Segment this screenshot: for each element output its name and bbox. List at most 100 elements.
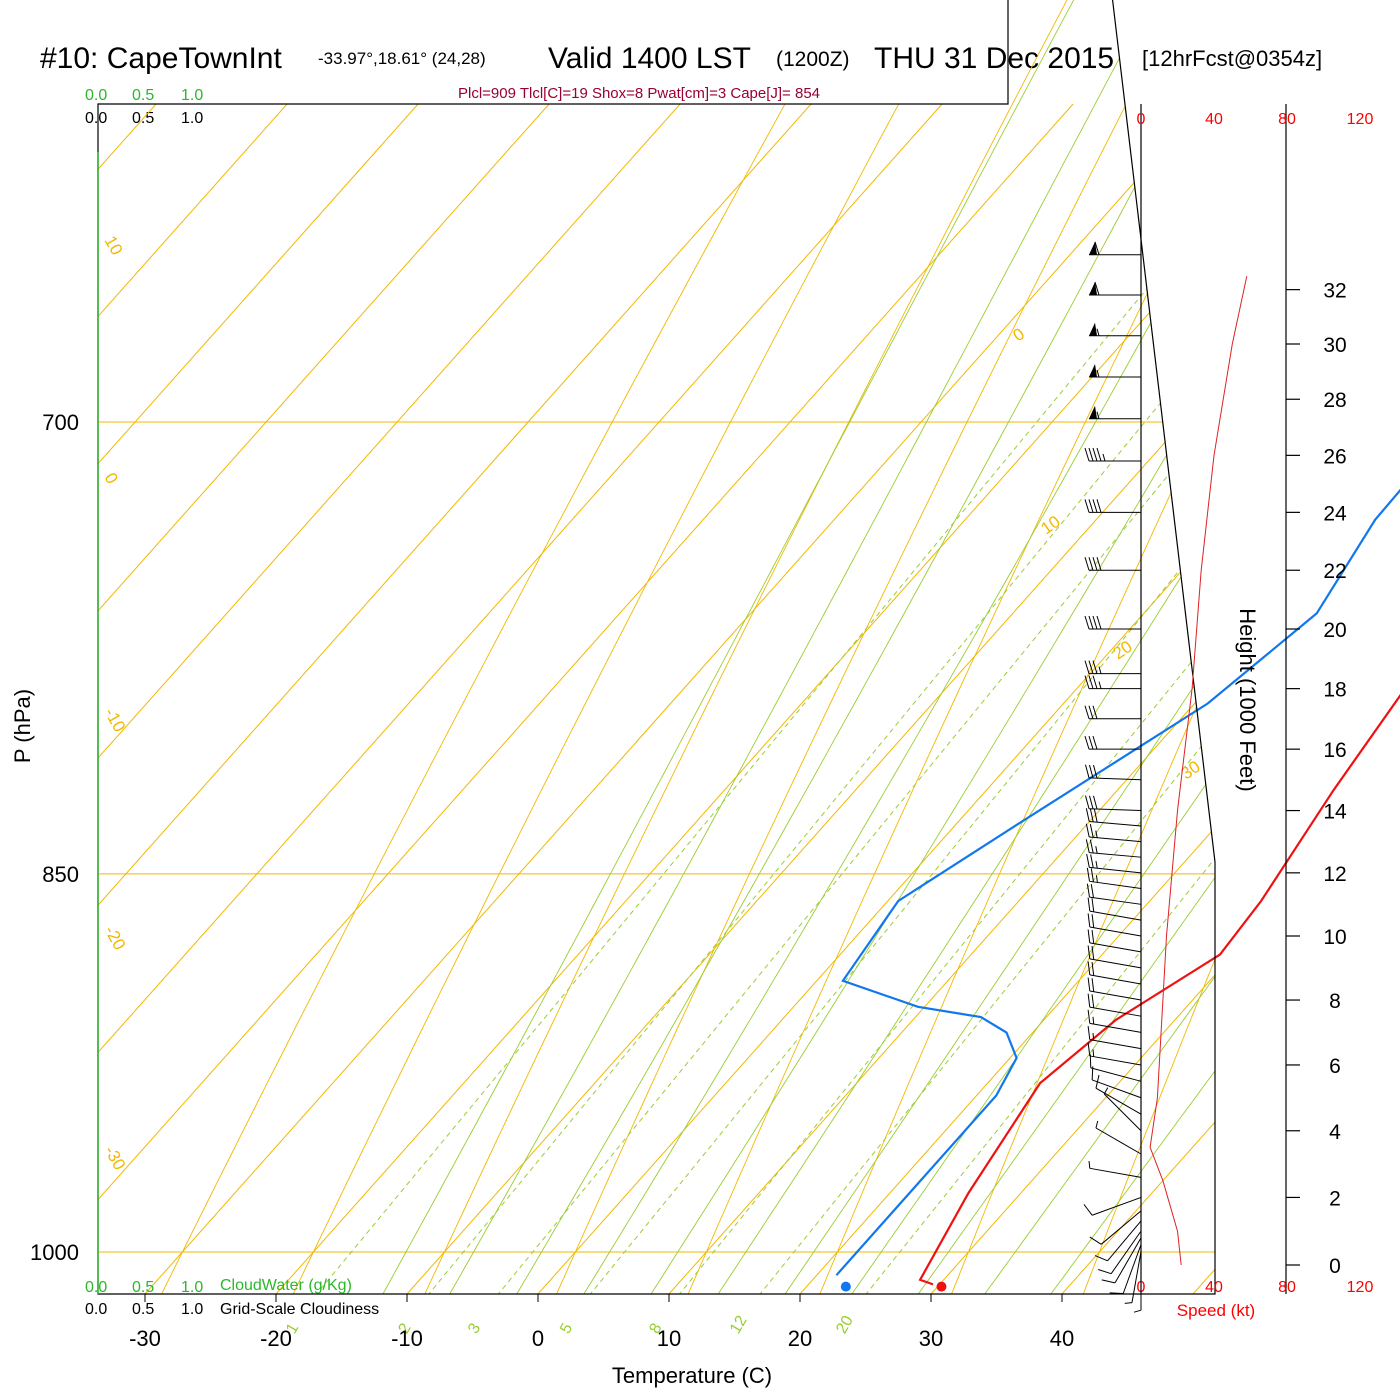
- barb-feather: [1087, 929, 1091, 943]
- barb-feather: [1088, 447, 1094, 462]
- isotherm-label: 20: [1109, 637, 1135, 663]
- barb-feather: [1085, 823, 1090, 838]
- barb-feather: [1087, 897, 1091, 912]
- barb-feather: [1084, 557, 1090, 571]
- mixing-ratio-label: 3: [465, 1320, 484, 1336]
- barb-feather: [1092, 447, 1098, 462]
- barb-feather: [1085, 839, 1090, 853]
- barb-half-feather: [1088, 1161, 1091, 1169]
- barb-flag: [1089, 241, 1097, 255]
- cloudiness-scale-top-2: 1.0: [181, 110, 203, 127]
- pressure-axis: 2503004005007008501000: [30, 410, 79, 1265]
- wind-barbs: [1083, 241, 1142, 1313]
- barb-feather: [1096, 499, 1102, 513]
- barb-half-feather: [1092, 1016, 1095, 1025]
- temperature-surface-point: [936, 1281, 947, 1292]
- isotherm-label: 0: [101, 470, 122, 488]
- barb-shaft: [1089, 880, 1142, 890]
- y-axis-label: P (hPa): [10, 689, 35, 763]
- moist-adiabat: [473, 0, 1215, 1294]
- barb-shaft: [1089, 910, 1142, 921]
- barb-feather: [1088, 675, 1094, 689]
- moist-adiabat: [801, 0, 1215, 1294]
- mixing-ratio-label: 12: [727, 1313, 751, 1337]
- wind-barb: [1089, 241, 1141, 256]
- wind-barb: [1084, 557, 1141, 571]
- barb-feather: [1087, 1009, 1091, 1024]
- barb-shaft: [1095, 1127, 1142, 1155]
- cloudiness-legend: Grid-Scale Cloudiness: [220, 1301, 379, 1318]
- pressure-label-850: 850: [42, 862, 79, 887]
- speed-tick-label: 40: [1205, 111, 1223, 128]
- barb-shaft: [1114, 1237, 1142, 1284]
- barb-flag: [1089, 282, 1097, 296]
- barb-shaft: [1100, 1210, 1142, 1245]
- wind-barb: [1084, 660, 1141, 675]
- x-tick-label: 10: [657, 1326, 681, 1351]
- pressure-label-1000: 1000: [30, 1240, 79, 1265]
- barb-shaft: [1089, 852, 1142, 858]
- moist-adiabat: [539, 0, 1215, 1294]
- barb-shaft: [1089, 990, 1142, 1001]
- barb-shaft: [1089, 926, 1142, 937]
- mixing-ratio-lines: [257, 0, 1215, 1294]
- wind-barb: [1085, 764, 1142, 781]
- cloudiness-scale-bottom-0: 0.0: [85, 1301, 107, 1318]
- dry-adiabat: [1188, 0, 1215, 1294]
- barb-half-feather: [1102, 453, 1106, 462]
- dry-adiabat-lines: [125, 0, 1215, 1294]
- x-tick-label: -30: [129, 1326, 161, 1351]
- mixing-ratio-line: [808, 0, 1215, 1294]
- barb-shaft: [1095, 1087, 1142, 1115]
- barb-shaft: [1089, 1167, 1142, 1178]
- barb-feather: [1088, 499, 1094, 513]
- dry-adiabat: [922, 0, 1215, 1294]
- barb-feather: [1101, 1279, 1116, 1284]
- barb-shaft: [1089, 808, 1142, 812]
- height-label: 4: [1329, 1121, 1341, 1144]
- wind-barb: [1084, 736, 1141, 750]
- pressure-label-700: 700: [42, 410, 79, 435]
- barb-feather: [1093, 764, 1098, 779]
- dewpoint-surface-point: [840, 1281, 851, 1292]
- cloudwater-scale-bottom-0: 0.0: [85, 1279, 107, 1296]
- barb-feather: [1091, 978, 1095, 992]
- speed-tick-label: 120: [1347, 111, 1374, 128]
- barb-feather: [1087, 961, 1091, 975]
- wind-barb: [1085, 823, 1142, 843]
- height-label: 8: [1329, 990, 1341, 1013]
- isotherm: [930, 103, 1215, 1294]
- barb-half-feather: [1095, 860, 1098, 869]
- cloudwater-scale-top-0: 0.0: [85, 87, 107, 104]
- wind-barb: [1087, 913, 1142, 937]
- barb-feather: [1087, 945, 1091, 959]
- sounding-traces: [835, 488, 1400, 1286]
- isotherm: [98, 103, 419, 1294]
- barb-shaft: [1089, 942, 1142, 953]
- barb-feather: [1087, 993, 1091, 1008]
- barb-feather: [1109, 1292, 1124, 1295]
- mixing-ratio-line: [257, 0, 1215, 1294]
- mixing-ratio-label: 20: [833, 1313, 857, 1337]
- chart-title-station: #10: CapeTownInt: [40, 42, 282, 75]
- wind-barb: [1085, 839, 1142, 858]
- barb-shaft: [1089, 896, 1142, 905]
- wind-barb: [1084, 675, 1141, 690]
- barb-feather: [1096, 557, 1102, 571]
- surface-points: [840, 1281, 947, 1292]
- barb-shaft: [1091, 1196, 1142, 1216]
- barb-feather: [1096, 615, 1102, 630]
- x-tick-label: 30: [919, 1326, 943, 1351]
- isotherm: [98, 103, 943, 1294]
- wind-barb: [1085, 808, 1142, 827]
- x-tick-label: 40: [1050, 1326, 1074, 1351]
- speed-tick-label: 40: [1205, 1279, 1223, 1296]
- wind-barb: [1095, 1120, 1142, 1155]
- barb-feather: [1084, 736, 1090, 750]
- barb-feather: [1094, 1255, 1108, 1262]
- barb-feather: [1090, 854, 1094, 868]
- wind-barb: [1124, 1251, 1142, 1304]
- wind-barb: [1089, 1210, 1142, 1245]
- barb-feather: [1084, 447, 1090, 462]
